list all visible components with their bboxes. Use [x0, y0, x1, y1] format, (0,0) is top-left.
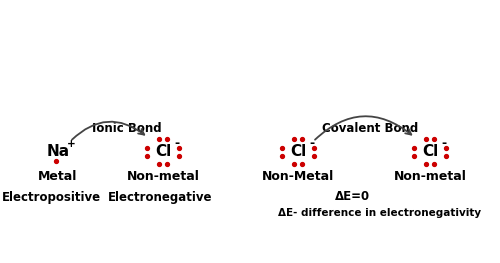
- Text: Bond :Chapter 4 Chemical Bonding and: Bond :Chapter 4 Chemical Bonding and: [10, 39, 364, 54]
- Text: Non-metal: Non-metal: [126, 170, 200, 184]
- Text: Covalent Bond: Covalent Bond: [322, 122, 418, 135]
- Text: -: -: [442, 137, 446, 150]
- Text: Non-metal: Non-metal: [394, 170, 466, 184]
- Text: Electronegative: Electronegative: [108, 191, 212, 204]
- Text: Metal: Metal: [38, 170, 78, 184]
- Text: Molecular Structure: Molecular Structure: [10, 75, 190, 90]
- Text: Ionic Bond: Ionic Bond: [92, 122, 162, 135]
- Text: ΔE- difference in electronegativity: ΔE- difference in electronegativity: [278, 208, 481, 218]
- Text: -: -: [174, 137, 180, 150]
- Text: Cl: Cl: [422, 144, 438, 159]
- Text: Cl: Cl: [290, 144, 306, 159]
- Text: ΔE=0: ΔE=0: [335, 190, 370, 203]
- Text: +: +: [66, 139, 76, 149]
- Text: Na: Na: [46, 144, 70, 159]
- Text: Cl: Cl: [155, 144, 171, 159]
- Text: Electropositive: Electropositive: [2, 191, 101, 204]
- Text: Class 11 Chemistry  Types of Chemical: Class 11 Chemistry Types of Chemical: [10, 3, 356, 18]
- Text: -: -: [310, 137, 314, 150]
- Text: Non-Metal: Non-Metal: [262, 170, 334, 184]
